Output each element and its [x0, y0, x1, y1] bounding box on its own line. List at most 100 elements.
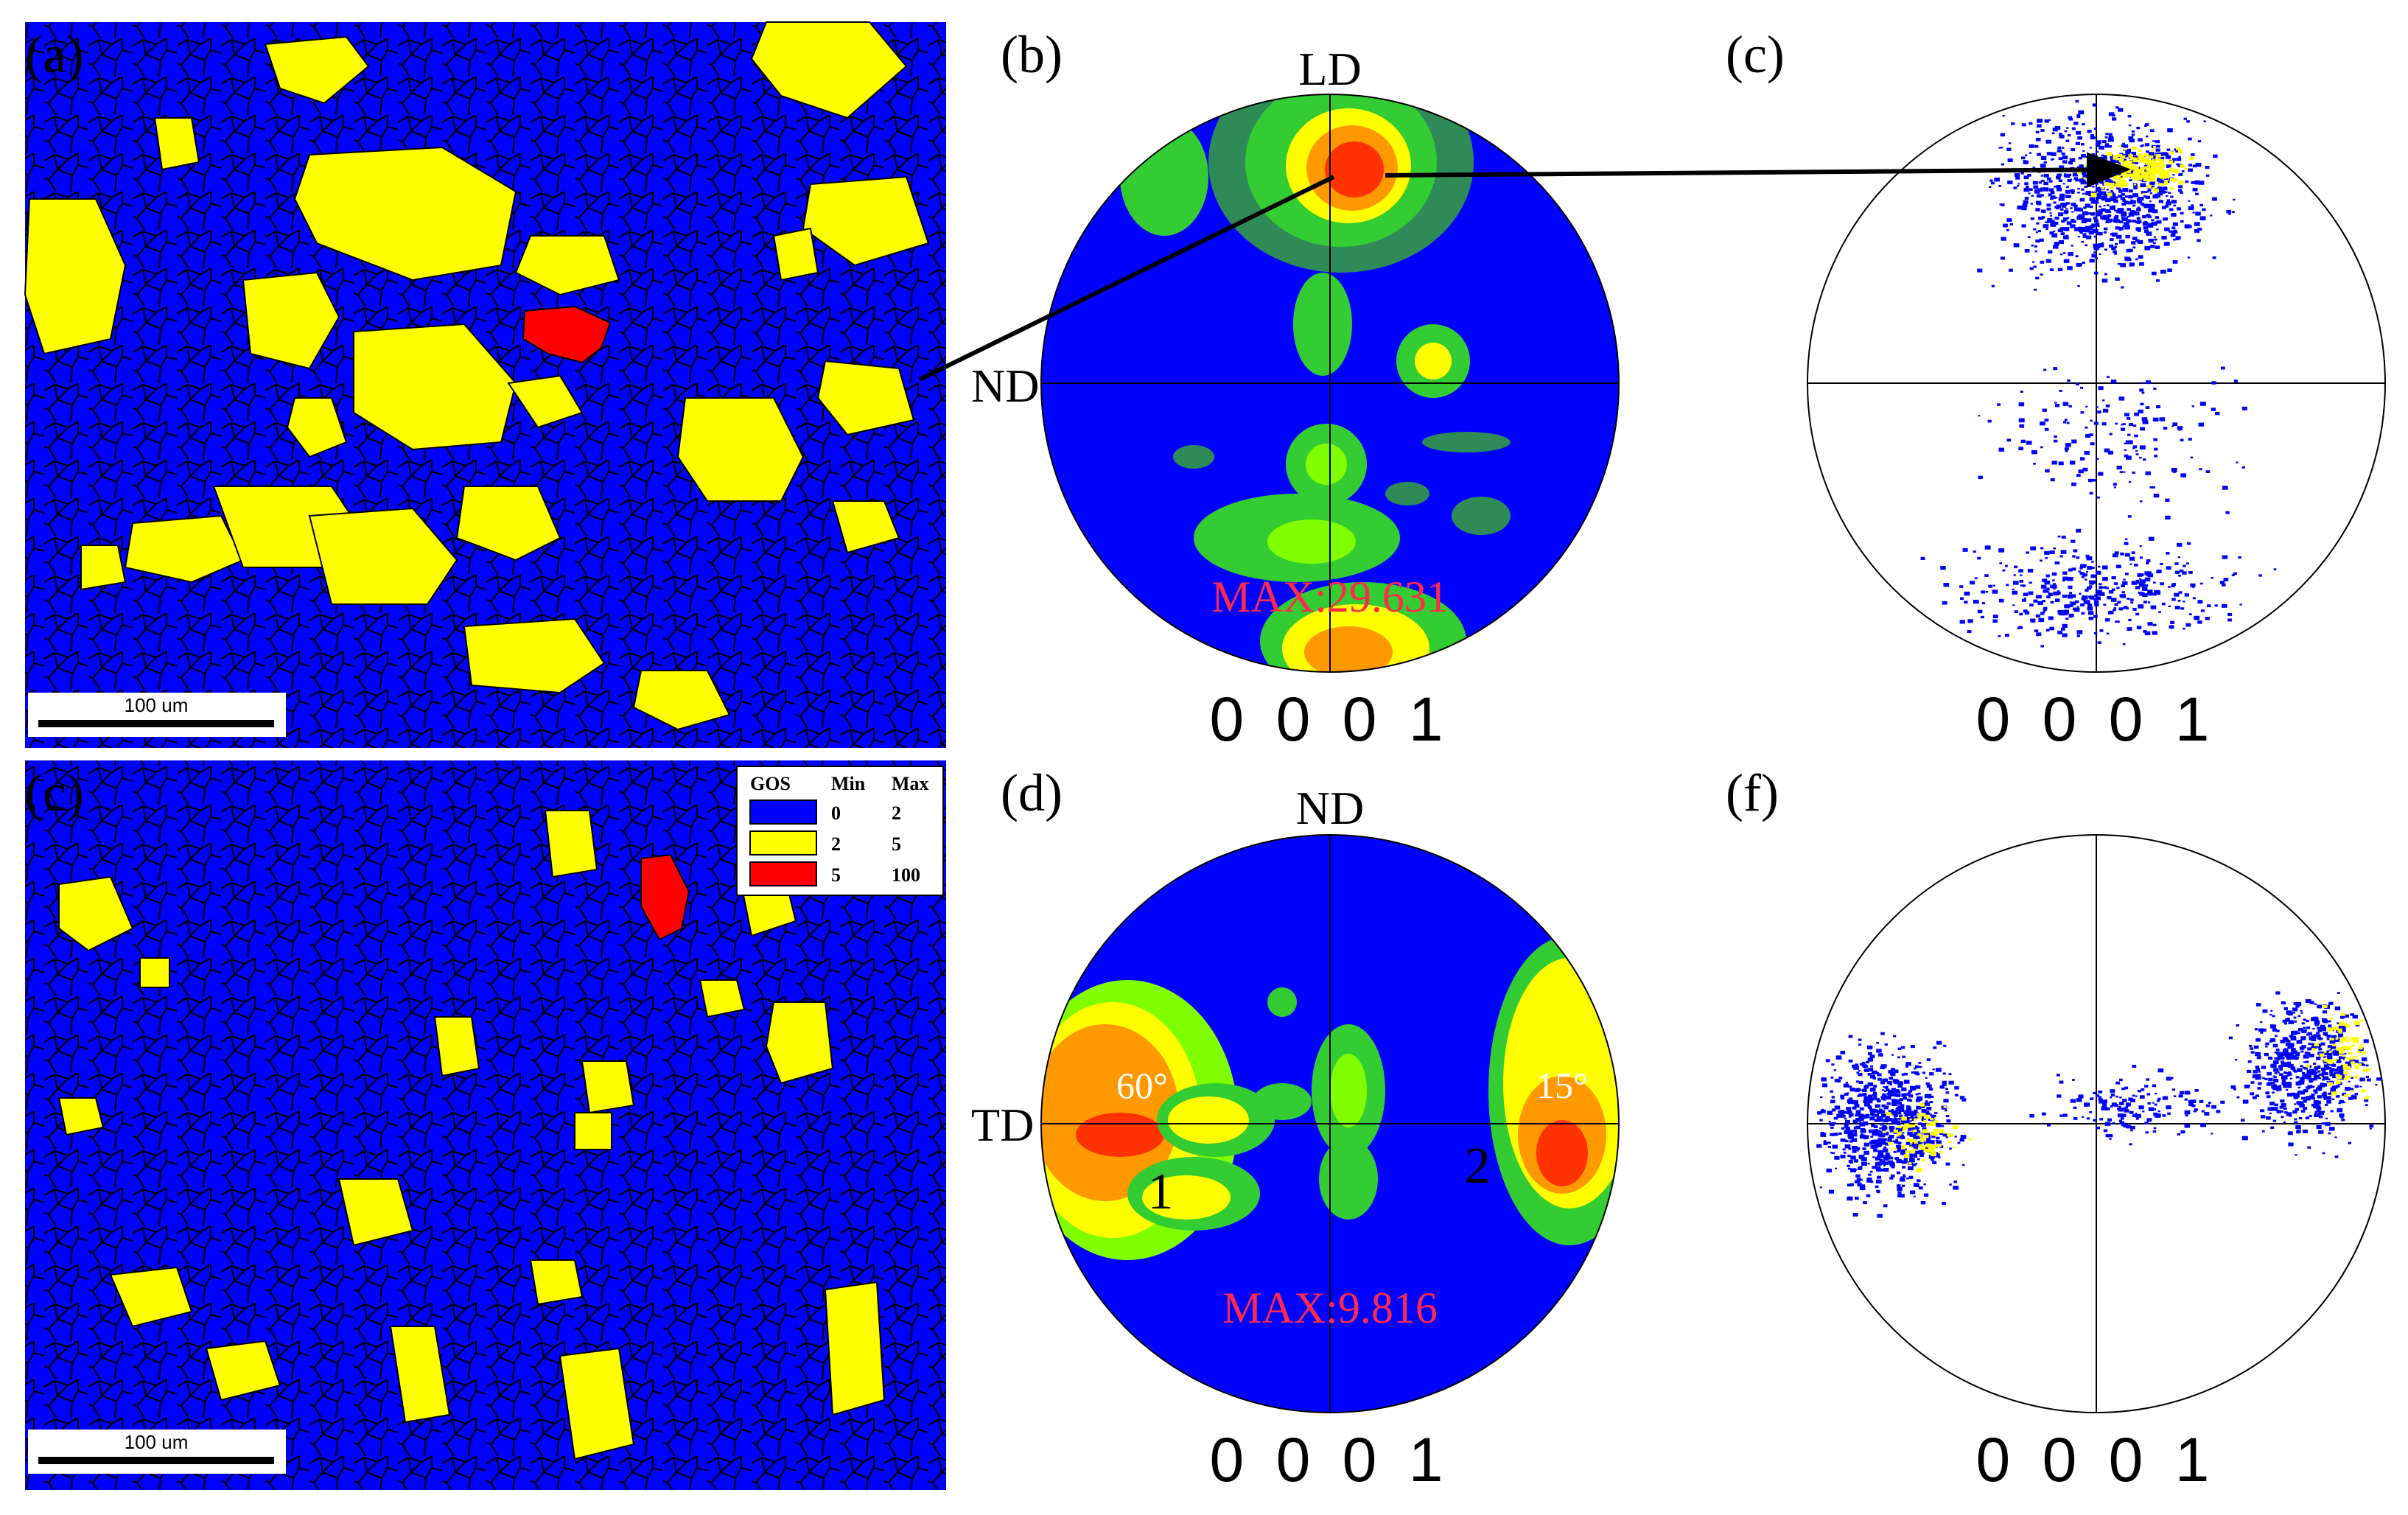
scatter-point — [2307, 1085, 2313, 1088]
scatter-point — [2029, 581, 2032, 584]
scatter-point — [2107, 218, 2113, 223]
scatter-point — [1930, 1095, 1934, 1098]
scatter-point — [1987, 419, 1992, 423]
scatter-point — [1852, 1146, 1858, 1150]
scatter-point — [2063, 235, 2069, 239]
scatter-point — [2177, 164, 2183, 167]
scatter-point — [1861, 1114, 1867, 1119]
scatter-point — [2227, 612, 2233, 617]
scatter-point — [2121, 1113, 2127, 1118]
scatter-point — [2266, 1116, 2271, 1120]
scatter-point — [2099, 583, 2102, 586]
scatter-point — [1896, 1134, 1900, 1137]
scatter-point — [2122, 225, 2125, 228]
scatter-point — [1923, 1134, 1929, 1138]
scatter-point — [1974, 577, 1978, 580]
scatter-point — [2152, 209, 2158, 214]
scatter-point — [2330, 1038, 2334, 1041]
scatter-point — [1876, 1189, 1880, 1193]
scatter-point — [2346, 1057, 2351, 1060]
scatter-point — [2121, 427, 2126, 431]
scatter-point — [2059, 1114, 2063, 1117]
scatter-point — [2285, 1043, 2291, 1046]
scatter-point — [2230, 1085, 2236, 1089]
scatter-point — [2088, 192, 2093, 196]
scatter-point — [2286, 1082, 2292, 1086]
scatter-point — [1952, 1147, 1955, 1149]
scatter-point — [2321, 1122, 2325, 1125]
scatter-point — [2127, 201, 2132, 205]
scatter-point — [2086, 556, 2093, 561]
scatter-point — [1897, 1056, 1900, 1059]
scatter-point — [1981, 590, 1986, 594]
scatter-point — [2093, 421, 2099, 425]
scatter-point — [2273, 568, 2277, 570]
scatter-point — [2034, 189, 2039, 192]
scatter-point — [2319, 1115, 2323, 1119]
scatter-point — [2126, 455, 2132, 460]
scatter-point — [2113, 209, 2117, 211]
scatter-point — [1852, 1100, 1858, 1105]
scatter-point — [1924, 1114, 1931, 1119]
scatter-point — [2082, 233, 2087, 237]
scatter-point — [2044, 119, 2049, 123]
scatter-point — [2329, 1071, 2334, 1074]
scatter-point — [2348, 1080, 2351, 1082]
scatter-point — [1891, 1088, 1896, 1091]
scatter-point — [2307, 1047, 2312, 1051]
scatter-point — [2166, 1105, 2171, 1110]
scatter-point — [2354, 1075, 2359, 1079]
scatter-point — [2079, 572, 2085, 575]
scatter-point — [2070, 1099, 2076, 1103]
scatter-point — [2067, 576, 2073, 581]
scatter-point — [2084, 228, 2090, 233]
scatter-point — [2121, 167, 2127, 172]
scatter-point — [2281, 1075, 2287, 1080]
scatter-point — [2164, 205, 2169, 208]
scatter-point — [2120, 197, 2125, 200]
scatter-point — [2038, 216, 2043, 220]
scatter-point — [1871, 1088, 1875, 1091]
scatter-point — [2040, 129, 2045, 132]
scatter-point — [2143, 601, 2147, 603]
scatter-point — [2076, 1098, 2082, 1102]
scatter-point — [2285, 1018, 2290, 1022]
scatter-point — [2180, 1130, 2185, 1134]
scatter-point — [2087, 130, 2092, 133]
scatter-point — [2138, 157, 2141, 160]
scatter-point — [1897, 1118, 1901, 1120]
scatter-point — [1925, 1140, 1932, 1144]
scatter-point — [1908, 1155, 1913, 1158]
scatter-point — [2062, 252, 2066, 254]
scatter-point — [2065, 139, 2070, 142]
scatter-point — [2171, 1088, 2175, 1091]
scatter-point — [2037, 124, 2042, 128]
scatter-point — [2124, 200, 2129, 205]
panel-label-f: (f) — [1726, 763, 1779, 822]
scatter-point — [1827, 1146, 1831, 1148]
scatter-point — [1922, 1110, 1925, 1113]
scatter-point — [1831, 1063, 1835, 1066]
scatter-point — [2121, 591, 2125, 594]
scatter-point — [2314, 1091, 2318, 1094]
scatter-point — [2084, 164, 2088, 167]
scatter-point — [2349, 1088, 2354, 1091]
scatter-point — [2078, 226, 2082, 230]
scatter-point — [2136, 208, 2141, 211]
scatter-point — [1855, 1118, 1861, 1122]
scatter-point — [2062, 623, 2068, 628]
scatter-point — [1919, 1066, 1922, 1068]
scatter-point — [2239, 603, 2242, 606]
scatter-point — [2334, 1049, 2341, 1054]
scatter-point — [2049, 268, 2054, 271]
scatter-point — [1919, 1147, 1923, 1150]
scatter-point — [1859, 1089, 1862, 1091]
scatter-point — [2012, 590, 2017, 595]
scatter-point — [2058, 173, 2062, 176]
scatter-point — [2325, 1122, 2331, 1126]
scatter-point — [2097, 161, 2102, 164]
scatter-point — [2127, 440, 2133, 444]
scatter-point — [1840, 1051, 1846, 1054]
scatter-point — [1923, 1193, 1929, 1197]
scatter-point — [2191, 153, 2195, 156]
